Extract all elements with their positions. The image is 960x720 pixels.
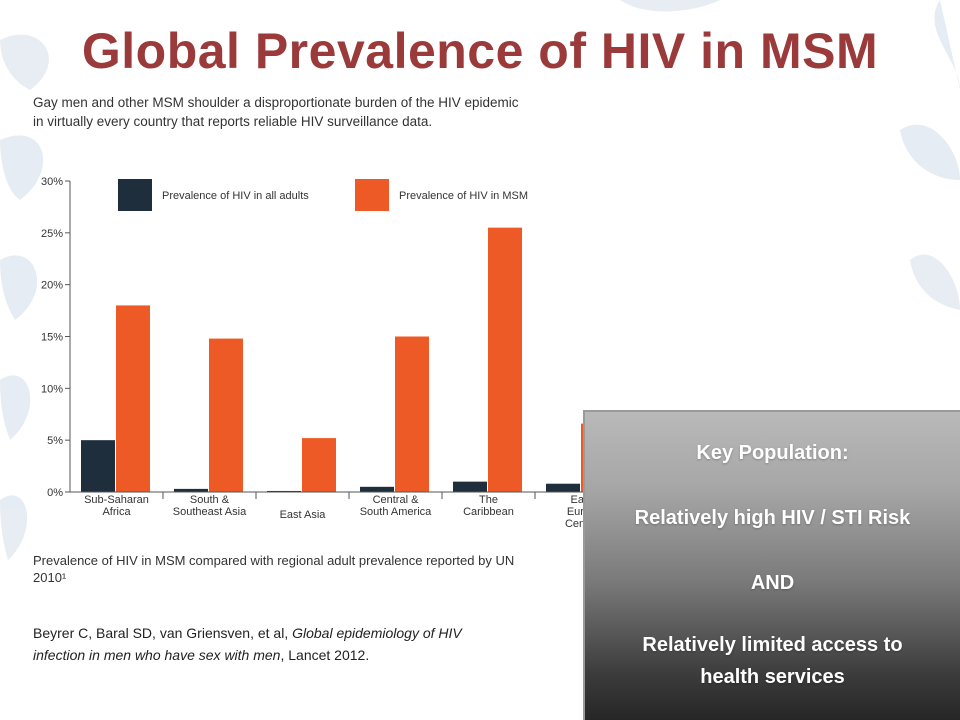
y-tick-label: 10% bbox=[41, 383, 63, 395]
figure-caption-line-2: 2010¹ bbox=[33, 570, 67, 585]
callout-line-4: Relatively limited access to bbox=[642, 634, 903, 656]
callout-line-5: health services bbox=[700, 666, 845, 688]
y-tick-label: 20% bbox=[41, 280, 63, 292]
bar-msm bbox=[302, 438, 336, 492]
citation-title-1: Global epidemiology of HIV bbox=[292, 625, 462, 641]
bar-msm bbox=[209, 338, 243, 492]
y-tick-label: 5% bbox=[47, 435, 63, 447]
callout-line-1: Key Population: bbox=[696, 442, 849, 464]
figure-caption-line-1: Prevalence of HIV in MSM compared with r… bbox=[33, 553, 515, 568]
key-population-callout: Key Population: Relatively high HIV / ST… bbox=[583, 410, 960, 720]
figure-caption: Prevalence of HIV in MSM compared with r… bbox=[33, 552, 593, 586]
bar-all-adults bbox=[174, 488, 208, 492]
x-tick-label: East Asia bbox=[280, 509, 327, 521]
slide-title: Global Prevalence of HIV in MSM bbox=[81, 23, 879, 79]
bar-all-adults bbox=[360, 486, 394, 492]
y-tick-label: 30% bbox=[41, 176, 63, 188]
x-tick-label: Central & bbox=[373, 494, 420, 506]
legend-label: Prevalence of HIV in MSM bbox=[399, 190, 528, 202]
y-tick-label: 25% bbox=[41, 228, 63, 240]
callout-line-2: Relatively high HIV / STI Risk bbox=[634, 507, 911, 529]
x-tick-label: South America bbox=[360, 506, 432, 518]
citation-authors: Beyrer C, Baral SD, van Griensven, et al… bbox=[33, 625, 293, 641]
bar-msm bbox=[488, 227, 522, 492]
y-tick-label: 15% bbox=[41, 332, 63, 344]
citation-title-2: infection in men who have sex with men bbox=[33, 647, 281, 663]
x-tick-label: Africa bbox=[102, 506, 131, 518]
legend-swatch bbox=[355, 179, 389, 211]
citation-journal: , Lancet 2012. bbox=[280, 647, 370, 663]
bar-msm bbox=[395, 336, 429, 492]
x-tick-label: Southeast Asia bbox=[173, 506, 247, 518]
x-tick-label: The bbox=[479, 494, 498, 506]
bar-all-adults bbox=[546, 483, 580, 492]
legend-label: Prevalence of HIV in all adults bbox=[162, 190, 309, 202]
bar-all-adults bbox=[267, 490, 301, 492]
callout-line-3: AND bbox=[750, 572, 795, 594]
x-tick-label: Caribbean bbox=[463, 506, 514, 518]
figure-subtitle: Gay men and other MSM shoulder a disprop… bbox=[33, 93, 633, 131]
figure-subtitle-line-2: in virtually every country that reports … bbox=[33, 114, 433, 129]
x-tick-label: South & bbox=[190, 494, 230, 506]
bar-all-adults bbox=[453, 481, 487, 492]
legend-swatch bbox=[118, 179, 152, 211]
citation: Beyrer C, Baral SD, van Griensven, et al… bbox=[33, 622, 553, 666]
x-tick-label: Sub-Saharan bbox=[84, 494, 149, 506]
y-tick-label: 0% bbox=[47, 487, 63, 499]
figure-subtitle-line-1: Gay men and other MSM shoulder a disprop… bbox=[33, 95, 519, 110]
bar-msm bbox=[116, 305, 150, 492]
bar-all-adults bbox=[81, 440, 115, 492]
